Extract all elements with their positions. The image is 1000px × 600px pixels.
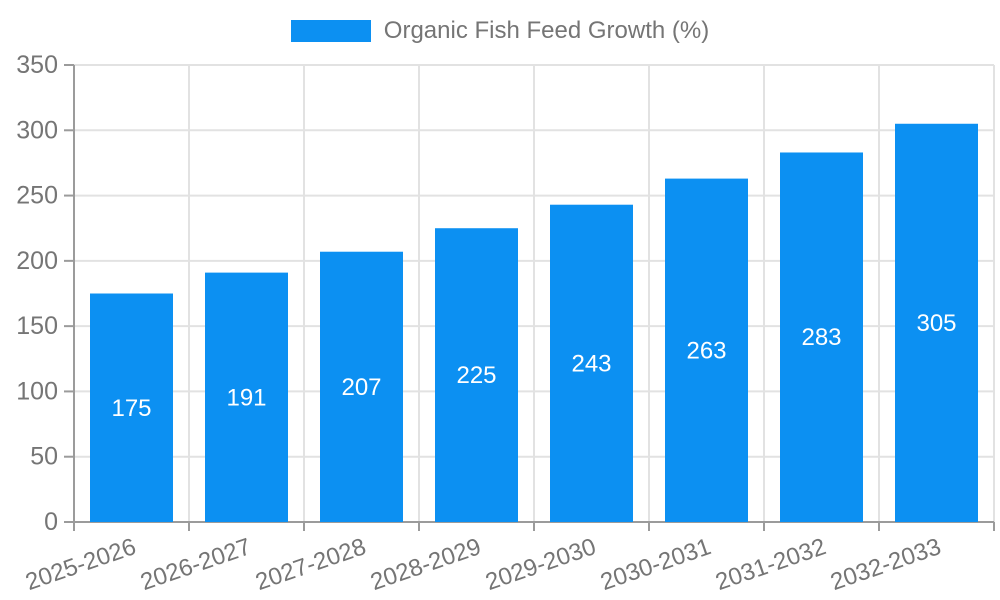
y-tick-label: 100 — [16, 377, 58, 405]
bar[interactable] — [90, 293, 173, 523]
x-tick-label: 2032-2033 — [827, 533, 944, 596]
bar[interactable] — [550, 204, 633, 522]
bar[interactable] — [205, 272, 288, 522]
y-tick-label: 0 — [44, 508, 58, 536]
legend-label: Organic Fish Feed Growth (%) — [383, 17, 710, 44]
bar-value-label: 263 — [686, 337, 726, 364]
bar-value-label: 305 — [916, 310, 956, 337]
bar[interactable] — [435, 228, 518, 522]
x-tick-label: 2031-2032 — [712, 533, 829, 596]
bar-value-label: 225 — [456, 362, 496, 389]
y-tick-label: 50 — [30, 443, 58, 471]
y-tick-label: 250 — [16, 182, 58, 210]
bar-value-label: 243 — [571, 350, 611, 377]
bar-value-label: 175 — [111, 395, 151, 422]
bar[interactable] — [895, 123, 978, 522]
x-tick-label: 2027-2028 — [252, 533, 369, 596]
chart-legend[interactable]: Organic Fish Feed Growth (%) — [0, 19, 1000, 43]
x-tick-label: 2025-2026 — [22, 533, 139, 596]
x-tick-label: 2029-2030 — [482, 533, 599, 596]
y-tick-label: 200 — [16, 247, 58, 275]
x-tick-label: 2028-2029 — [367, 533, 484, 596]
y-tick-label: 150 — [16, 312, 58, 340]
bar[interactable] — [320, 251, 403, 522]
y-tick-label: 350 — [16, 51, 58, 79]
bar-value-label: 191 — [226, 384, 266, 411]
bar-value-label: 207 — [341, 374, 381, 401]
y-tick-label: 300 — [16, 116, 58, 144]
bar[interactable] — [780, 152, 863, 523]
legend-swatch — [290, 20, 371, 42]
x-tick-label: 2026-2027 — [137, 533, 254, 596]
x-tick-label: 2030-2031 — [597, 533, 714, 596]
bar[interactable] — [665, 178, 748, 522]
bar-value-label: 283 — [801, 324, 841, 351]
